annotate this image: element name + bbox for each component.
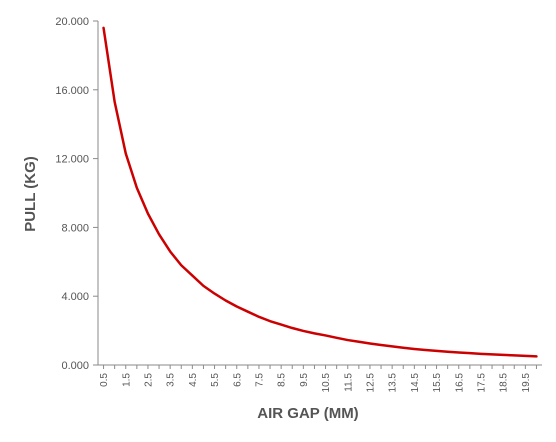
x-tick-label: 13.5 — [388, 373, 399, 393]
x-tick-label: 17.5 — [476, 373, 487, 393]
y-tick-label: 16.000 — [55, 85, 89, 97]
x-tick-label: 2.5 — [143, 373, 154, 387]
x-tick-label: 19.5 — [521, 373, 532, 393]
x-axis-ticks: 0.5 1.5 2.5 3.5 4.5 5.5 6.5 7.5 8.5 9.5 10.5 11.5 12… — [99, 365, 537, 393]
y-tick-label: 20.000 — [55, 16, 89, 28]
x-tick-label: 11.5 — [343, 373, 354, 392]
x-tick-label: 12.5 — [365, 373, 376, 393]
x-tick-label: 7.5 — [254, 373, 265, 387]
x-tick-label: 16.5 — [454, 373, 465, 393]
y-tick-label: 0.000 — [61, 360, 89, 372]
x-tick-label: 18.5 — [499, 373, 510, 393]
x-tick-label: 8.5 — [277, 373, 288, 387]
y-tick-label: 8.000 — [61, 222, 89, 234]
x-tick-label: 15.5 — [432, 373, 443, 393]
x-tick-label: 6.5 — [232, 373, 243, 387]
x-tick-label: 0.5 — [99, 373, 110, 387]
y-axis-ticks: 0.000 4.000 8.000 12.000 16.000 20.000 — [55, 16, 98, 372]
x-tick-label: 1.5 — [121, 373, 132, 387]
series-line — [102, 26, 538, 358]
y-axis-title: PULL (KG) — [22, 156, 39, 232]
y-tick-label: 12.000 — [55, 154, 89, 166]
x-tick-label: 3.5 — [166, 373, 177, 387]
x-tick-label: 10.5 — [321, 373, 332, 393]
x-tick-label: 5.5 — [210, 373, 221, 387]
y-tick-label: 4.000 — [61, 291, 89, 303]
x-tick-label: 14.5 — [410, 373, 421, 393]
x-axis-title: AIR GAP (MM) — [257, 405, 358, 422]
x-tick-label: 4.5 — [188, 373, 199, 387]
x-tick-label: 9.5 — [299, 373, 310, 387]
